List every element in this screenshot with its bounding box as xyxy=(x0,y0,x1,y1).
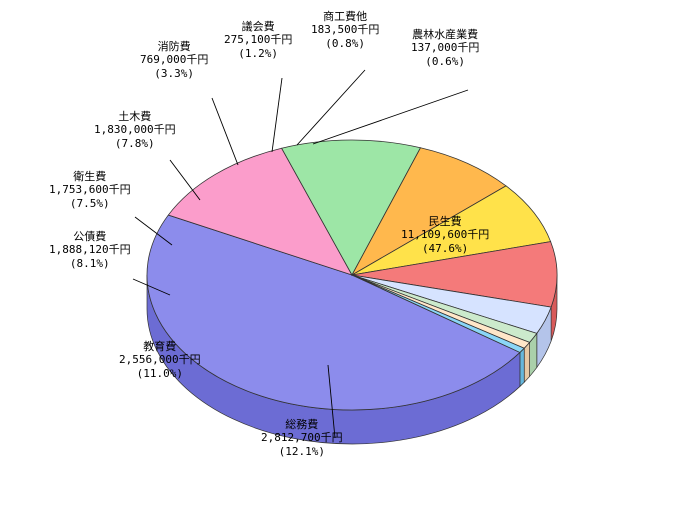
label-title: 民生費 xyxy=(401,215,489,229)
label-amount: 1,830,000千円 xyxy=(94,123,176,137)
label-amount: 1,753,600千円 xyxy=(49,183,131,197)
label-pct: (1.2%) xyxy=(224,47,292,61)
label-eisei: 衛生費1,753,600千円(7.5%) xyxy=(49,170,131,211)
label-title: 公債費 xyxy=(49,230,131,244)
label-title: 土木費 xyxy=(94,110,176,124)
label-title: 総務費 xyxy=(261,418,343,432)
label-amount: 2,812,700千円 xyxy=(261,431,343,445)
label-pct: (8.1%) xyxy=(49,257,131,271)
label-pct: (0.6%) xyxy=(411,55,479,69)
label-amount: 11,109,600千円 xyxy=(401,228,489,242)
label-pct: (3.3%) xyxy=(140,67,208,81)
label-title: 議会費 xyxy=(224,20,292,34)
label-amount: 183,500千円 xyxy=(311,23,379,37)
label-amount: 275,100千円 xyxy=(224,33,292,47)
pie-chart-3d: 民生費11,109,600千円(47.6%) 総務費2,812,700千円(12.… xyxy=(0,0,675,525)
label-pct: (7.5%) xyxy=(49,197,131,211)
label-amount: 769,000千円 xyxy=(140,53,208,67)
label-amount: 1,888,120千円 xyxy=(49,243,131,257)
label-amount: 137,000千円 xyxy=(411,41,479,55)
label-kousai: 公債費1,888,120千円(8.1%) xyxy=(49,230,131,271)
label-title: 商工費他 xyxy=(311,10,379,24)
label-title: 衛生費 xyxy=(49,170,131,184)
label-kyouiku: 教育費2,556,000千円(11.0%) xyxy=(119,340,201,381)
label-soumu: 総務費2,812,700千円(12.1%) xyxy=(261,418,343,459)
label-shoukou: 商工費他183,500千円(0.8%) xyxy=(311,10,379,51)
label-doboku: 土木費1,830,000千円(7.8%) xyxy=(94,110,176,151)
label-gikai: 議会費275,100千円(1.2%) xyxy=(224,20,292,61)
label-pct: (11.0%) xyxy=(119,367,201,381)
label-pct: (47.6%) xyxy=(401,242,489,256)
label-title: 消防費 xyxy=(140,40,208,54)
label-nourin: 農林水産業費137,000千円(0.6%) xyxy=(411,28,479,69)
label-pct: (7.8%) xyxy=(94,137,176,151)
label-amount: 2,556,000千円 xyxy=(119,353,201,367)
label-title: 農林水産業費 xyxy=(411,28,479,42)
label-minsei: 民生費11,109,600千円(47.6%) xyxy=(401,215,489,256)
label-pct: (0.8%) xyxy=(311,37,379,51)
label-pct: (12.1%) xyxy=(261,445,343,459)
label-shoubou: 消防費769,000千円(3.3%) xyxy=(140,40,208,81)
label-title: 教育費 xyxy=(119,340,201,354)
